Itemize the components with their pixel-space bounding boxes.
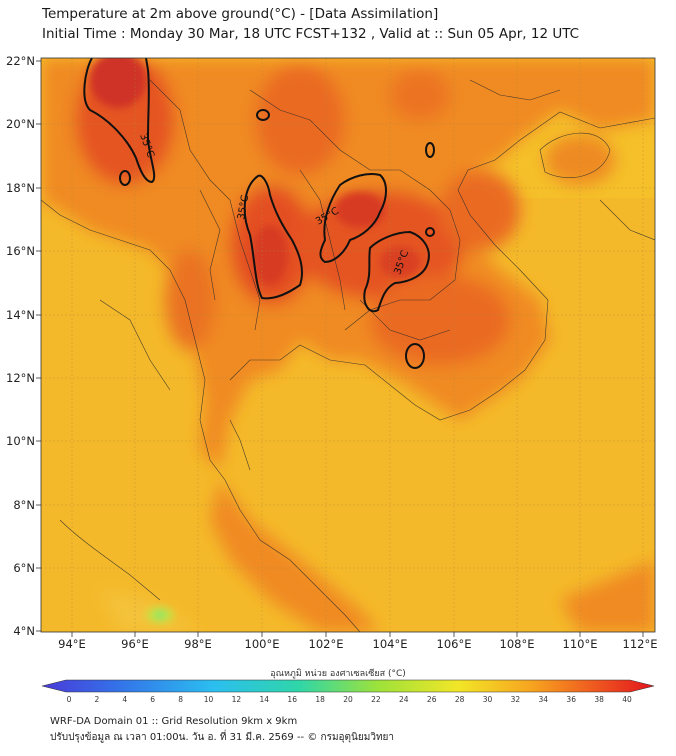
colorbar-title: อุณหภูมิ หน่วย องศาเซลเซียส (°C) (270, 669, 406, 679)
map-subtitle: Initial Time : Monday 30 Mar, 18 UTC FCS… (42, 26, 580, 42)
contour-35c (83, 58, 435, 369)
footer-update-info: ปรับปรุงข้อมูล ณ เวลา 01:00น. วัน อ. ที่… (50, 732, 395, 743)
svg-text:104°E: 104°E (373, 637, 408, 651)
colorbar-tick-label: 2 (95, 695, 100, 704)
svg-text:12°N: 12°N (6, 371, 35, 385)
colorbar-tick-label: 36 (566, 695, 576, 704)
svg-text:96°E: 96°E (121, 637, 149, 651)
svg-text:110°E: 110°E (563, 637, 598, 651)
colorbar-tick-label: 22 (371, 695, 381, 704)
svg-text:94°E: 94°E (58, 637, 86, 651)
latitude-labels: 22°N 20°N 18°N 16°N 14°N 12°N 10°N 8°N 6… (6, 54, 35, 638)
svg-text:106°E: 106°E (437, 637, 472, 651)
colorbar-tick-label: 18 (315, 695, 325, 704)
svg-text:98°E: 98°E (184, 637, 212, 651)
svg-text:112°E: 112°E (623, 637, 658, 651)
colorbar-tick-label: 6 (150, 695, 155, 704)
svg-text:35°C: 35°C (236, 194, 251, 220)
colorbar-tick-label: 34 (539, 695, 549, 704)
colorbar-tick-label: 20 (343, 695, 353, 704)
svg-text:16°N: 16°N (6, 244, 35, 258)
svg-text:20°N: 20°N (6, 117, 35, 131)
colorbar-tick-label: 4 (122, 695, 127, 704)
colorbar-tick-label: 8 (178, 695, 183, 704)
colorbar-tick-label: 14 (260, 695, 270, 704)
colorbar-tick-label: 40 (622, 695, 632, 704)
svg-text:102°E: 102°E (309, 637, 344, 651)
temperature-field: 35°C 35°C 35°C 35°C (41, 58, 655, 632)
colorbar-tick-label: 12 (232, 695, 242, 704)
svg-text:10°N: 10°N (6, 434, 35, 448)
svg-text:100°E: 100°E (245, 637, 280, 651)
longitude-labels: 94°E 96°E 98°E 100°E 102°E 104°E 106°E 1… (58, 637, 657, 651)
footer-model-info: WRF-DA Domain 01 :: Grid Resolution 9km … (50, 716, 298, 727)
map-title: Temperature at 2m above ground(°C) - [Da… (42, 6, 439, 22)
svg-text:18°N: 18°N (6, 181, 35, 195)
colorbar-tick-label: 16 (287, 695, 297, 704)
colorbar-tick-label: 0 (67, 695, 72, 704)
colorbar: 0 2 4 6 8 10 12 14 16 18 20 22 24 26 28 30 32 34 36 38 40 (41, 679, 655, 704)
svg-text:6°N: 6°N (13, 561, 35, 575)
svg-text:22°N: 22°N (6, 54, 35, 68)
colorbar-tick-label: 26 (427, 695, 437, 704)
colorbar-tick-label: 38 (594, 695, 604, 704)
colorbar-tick-label: 24 (399, 695, 409, 704)
svg-text:4°N: 4°N (13, 624, 35, 638)
colorbar-tick-label: 10 (204, 695, 214, 704)
colorbar-tick-label: 32 (511, 695, 521, 704)
colorbar-tick-label: 30 (483, 695, 493, 704)
svg-text:14°N: 14°N (6, 308, 35, 322)
svg-text:108°E: 108°E (500, 637, 535, 651)
colorbar-tick-label: 28 (455, 695, 465, 704)
svg-text:8°N: 8°N (13, 498, 35, 512)
